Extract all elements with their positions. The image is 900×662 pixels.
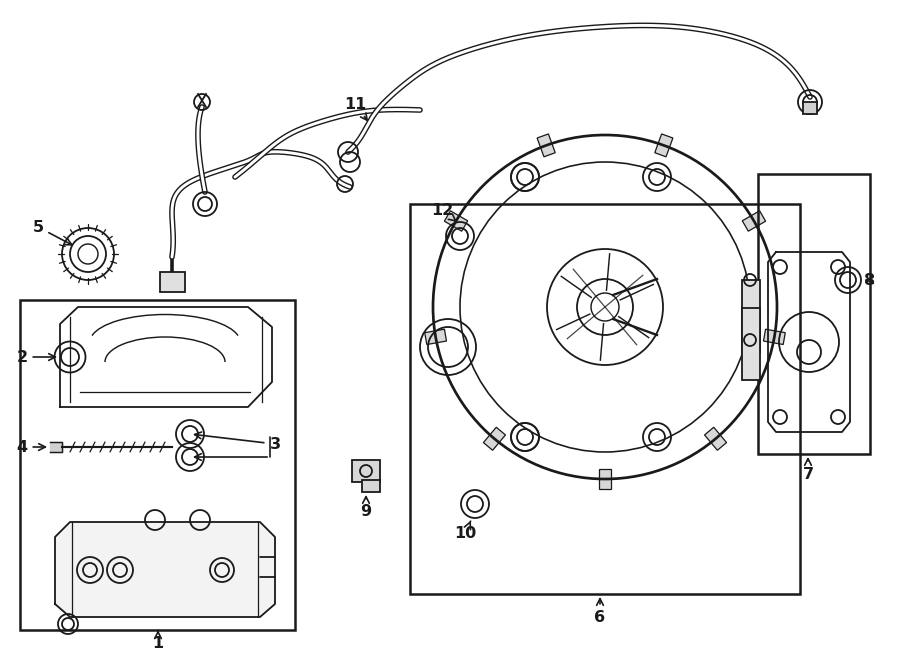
Bar [362, 480, 380, 492]
Text: 10: 10 [454, 521, 476, 542]
Bar [445, 211, 468, 231]
Text: 3: 3 [194, 432, 281, 451]
Text: 1: 1 [152, 631, 164, 651]
Text: 12: 12 [431, 203, 455, 221]
Polygon shape [50, 442, 62, 452]
Bar [758, 174, 870, 454]
Bar [537, 134, 555, 157]
Text: 8: 8 [864, 273, 876, 287]
Bar [742, 211, 766, 231]
Bar [742, 280, 760, 352]
Text: 6: 6 [594, 598, 606, 624]
Bar [483, 427, 506, 450]
Bar [705, 427, 726, 450]
Text: 4: 4 [16, 440, 45, 455]
Text: 2: 2 [16, 350, 56, 365]
Bar [425, 329, 446, 344]
Polygon shape [55, 522, 275, 617]
Bar [410, 204, 800, 594]
Bar [160, 272, 185, 292]
Bar [742, 308, 760, 380]
Text: 11: 11 [344, 97, 367, 120]
Bar [655, 134, 673, 157]
Text: 9: 9 [360, 496, 372, 520]
Bar [763, 329, 786, 344]
Text: 7: 7 [803, 459, 814, 481]
Bar [352, 460, 380, 482]
Bar [20, 300, 295, 630]
Text: 5: 5 [32, 220, 72, 245]
Bar [599, 469, 611, 489]
Bar [803, 102, 817, 114]
